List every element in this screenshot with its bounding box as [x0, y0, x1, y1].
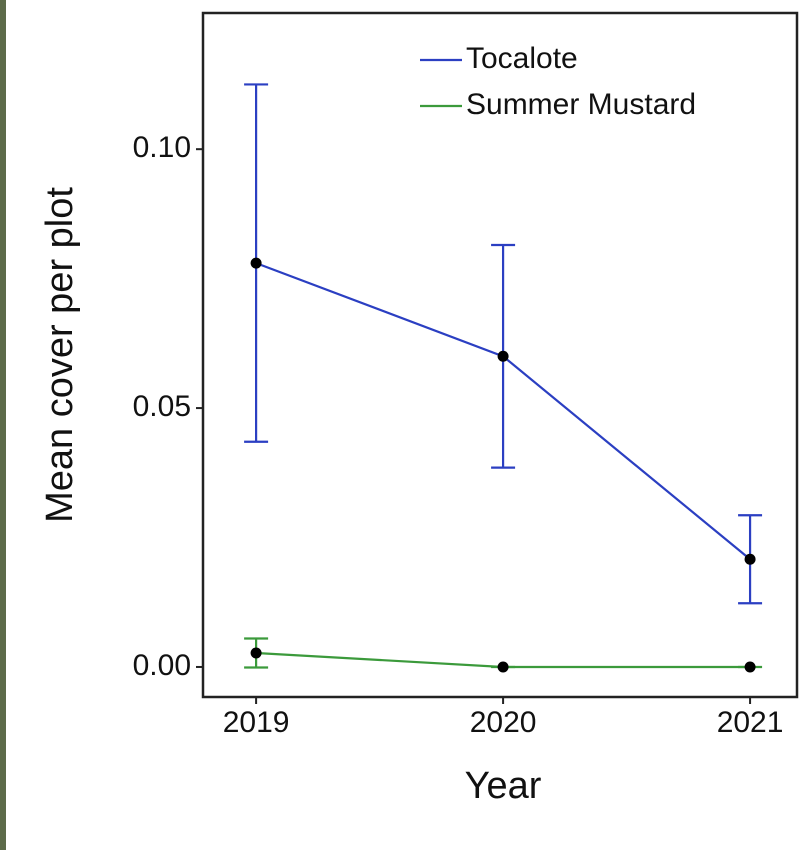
chart: Year Mean cover per plot 0.00 0.05 0.10 201… — [0, 0, 802, 850]
y-tick-label: 0.00 — [133, 649, 191, 682]
legend-label: Tocalote — [466, 42, 578, 75]
data-point — [498, 351, 509, 362]
x-tick-label: 2021 — [717, 706, 784, 739]
data-point — [745, 554, 756, 565]
page: Year Mean cover per plot 0.00 0.05 0.10 201… — [0, 0, 802, 850]
data-point — [498, 661, 509, 672]
data-point — [745, 661, 756, 672]
data-point — [251, 258, 262, 269]
y-tick-label: 0.05 — [133, 390, 191, 423]
y-axis-title: Mean cover per plot — [39, 187, 81, 523]
legend-label: Summer Mustard — [466, 88, 696, 121]
edge-strip — [0, 0, 6, 850]
x-axis-title: Year — [465, 765, 542, 807]
y-tick-label: 0.10 — [133, 131, 191, 164]
data-point — [251, 647, 262, 658]
x-tick-label: 2020 — [470, 706, 537, 739]
x-tick-label: 2019 — [223, 706, 290, 739]
